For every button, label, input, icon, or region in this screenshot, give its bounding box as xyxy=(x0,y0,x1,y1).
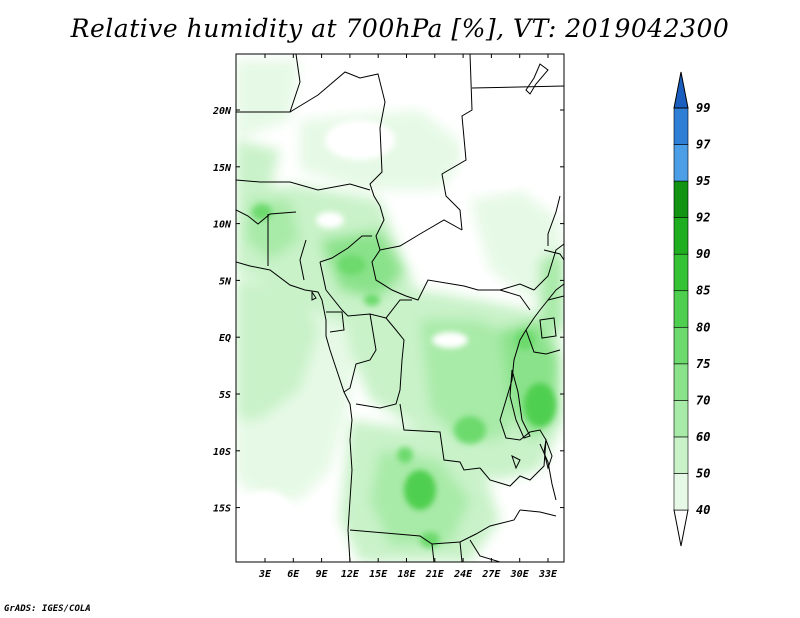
colorbar-label: 90 xyxy=(696,247,710,261)
lon-tick-label: 9E xyxy=(316,569,329,580)
lat-tick-label: 20N xyxy=(212,106,232,117)
colorbar-segment xyxy=(673,363,689,401)
lat-tick-label: EQ xyxy=(219,333,231,344)
lon-tick-label: 15E xyxy=(369,569,388,580)
lat-tick-label: 5S xyxy=(219,390,231,401)
colorbar-label: 99 xyxy=(696,101,710,115)
colorbar-under-triangle xyxy=(673,509,689,547)
colorbar-segment xyxy=(673,217,689,255)
lat-tick-label: 15S xyxy=(213,504,231,515)
colorbar-segment xyxy=(673,253,689,292)
lon-tick-label: 18E xyxy=(397,569,416,580)
colorbar-label: 40 xyxy=(696,503,710,517)
colorbar: 40 50 60 70 75 80 85 90 92 95 97 99 xyxy=(673,71,711,547)
country-borders xyxy=(236,54,564,562)
colorbar-segment xyxy=(673,290,689,328)
colorbar-segment xyxy=(673,436,689,474)
lat-tick-label: 5N xyxy=(219,276,232,287)
lat-tick-label: 15N xyxy=(213,163,232,174)
footer-credit: GrADS: IGES/COLA xyxy=(4,604,91,614)
latitude-axis: 20N 15N 10N 5N EQ 5S 10S 15S xyxy=(212,106,564,515)
lon-tick-label: 33E xyxy=(538,569,558,580)
colorbar-segment xyxy=(673,400,689,438)
colorbar-over-triangle xyxy=(673,71,689,109)
colorbar-label: 92 xyxy=(696,211,710,225)
colorbar-segment xyxy=(673,180,689,218)
map-frame xyxy=(235,53,565,563)
longitude-axis: 3E 6E 9E 12E 15E 18E 21E 24E 27E 30E 33E xyxy=(258,54,558,580)
lon-tick-label: 24E xyxy=(453,569,473,580)
colorbar-label: 95 xyxy=(696,174,710,188)
colorbar-label: 70 xyxy=(696,393,710,407)
colorbar-label: 75 xyxy=(696,357,710,371)
colorbar-label: 97 xyxy=(696,138,711,152)
lon-tick-label: 27E xyxy=(481,569,501,580)
colorbar-segment xyxy=(673,107,689,145)
colorbar-segment xyxy=(673,473,689,511)
lat-tick-label: 10N xyxy=(213,220,232,231)
colorbar-label: 60 xyxy=(696,430,710,444)
colorbar-segment xyxy=(673,144,689,182)
lat-tick-label: 10S xyxy=(213,447,231,458)
lon-tick-label: 6E xyxy=(287,569,300,580)
humidity-field xyxy=(236,54,564,562)
lon-tick-label: 3E xyxy=(258,569,272,580)
colorbar-label: 85 xyxy=(696,284,710,298)
lon-tick-label: 30E xyxy=(510,569,530,580)
colorbar-label: 50 xyxy=(696,466,710,480)
lon-tick-label: 21E xyxy=(425,569,445,580)
colorbar-label: 80 xyxy=(696,320,710,334)
lon-tick-label: 12E xyxy=(341,569,360,580)
colorbar-segment xyxy=(673,326,689,365)
chart-title: Relative humidity at 700hPa [%], VT: 201… xyxy=(70,14,730,43)
